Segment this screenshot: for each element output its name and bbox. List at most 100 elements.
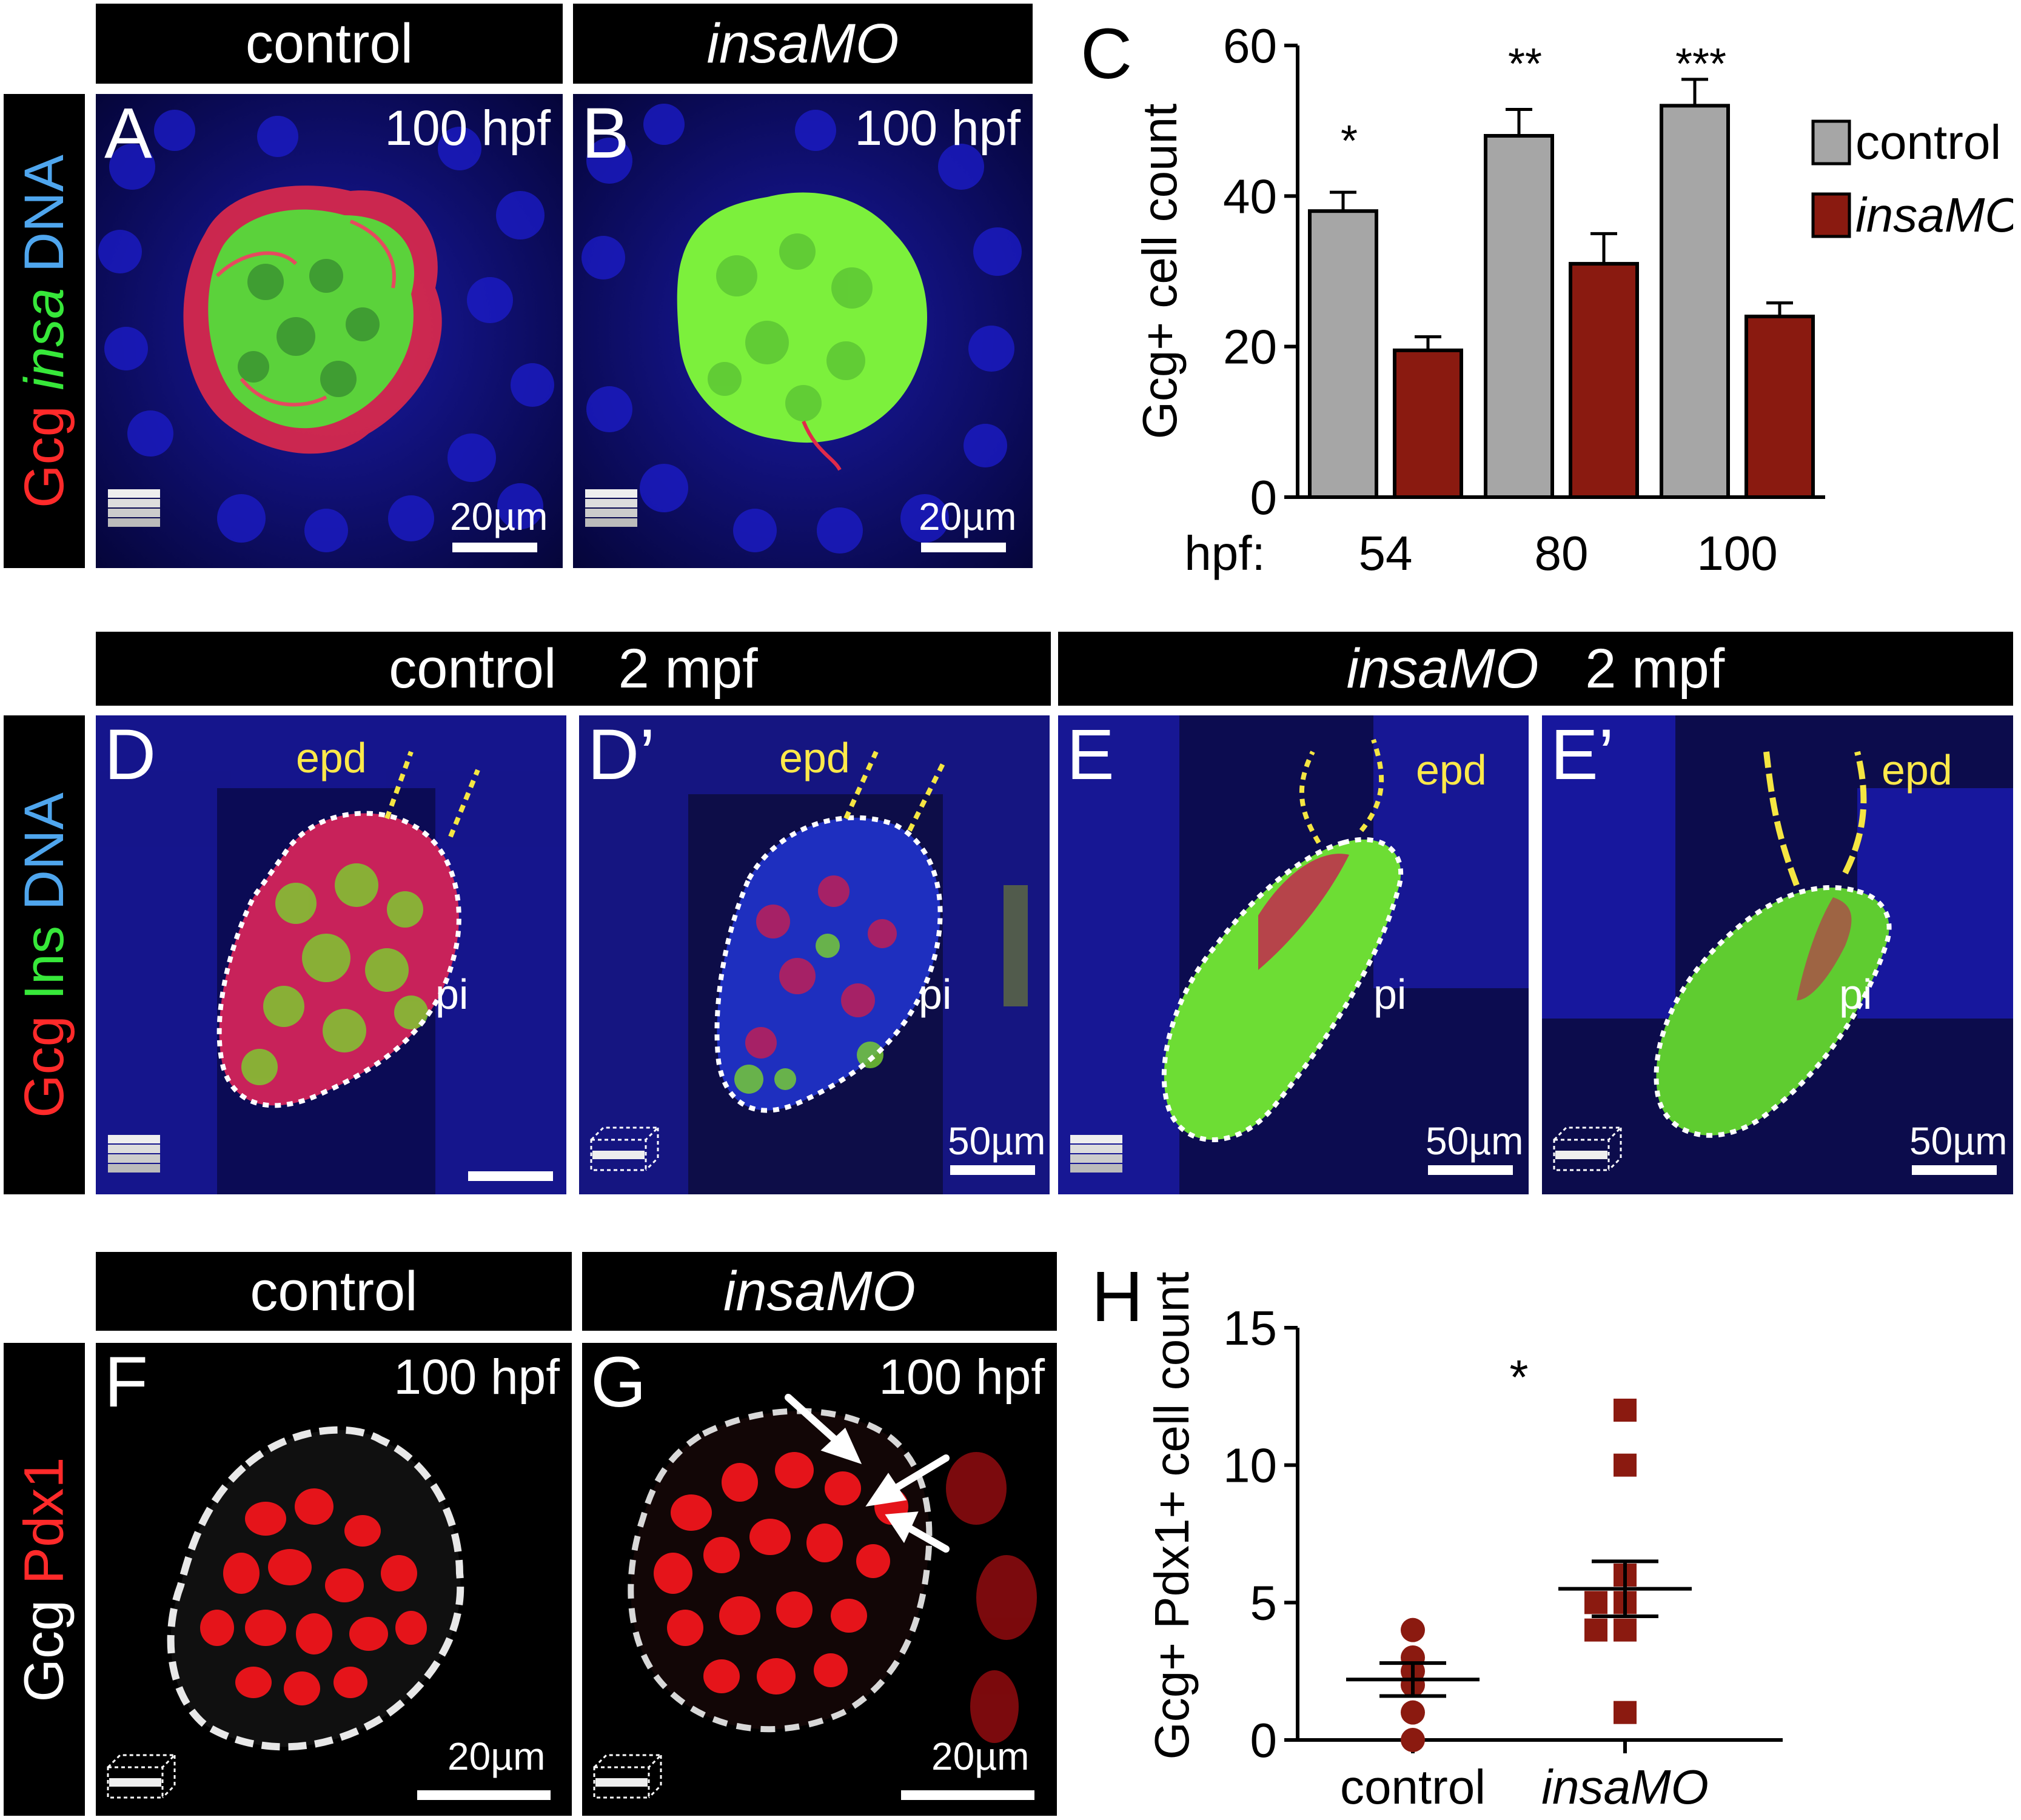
chart-h-ytick-label: 0 [1250,1713,1278,1767]
chart-c-bar-insaMO [1744,315,1815,499]
header-insamo-row2: insaMO 2 mpf [1058,632,2013,706]
chart-c-bar-insaMO [1393,348,1463,499]
chart-h-point-insamo [1614,1618,1637,1642]
panel-f: F 100 hpf 20µm [96,1343,572,1816]
panel-e-pi-label: pi [1373,971,1407,1018]
panel-e-prime-scale-bar [1912,1165,1997,1175]
chart-h-ytick-label: 5 [1250,1576,1278,1630]
chart-c-bar-control [1484,134,1554,499]
panel-b: B 100 hpf 20µm [573,94,1033,568]
side-label-row3: Gcg Pdx1 [4,1343,85,1816]
header-insamo-italic: insaMO [1346,637,1539,700]
panel-g-time: 100 hpf [879,1350,1045,1405]
chart-c-ylabel: Gcg+ cell count [1133,104,1187,440]
chart-c-x-prefix: hpf: [1184,526,1265,580]
panel-b-scale-label: 20µm [919,495,1017,538]
chart-h-ytick-label: 10 [1223,1439,1277,1493]
chart-h-xtick-label: control [1340,1760,1486,1814]
side-label-insa: insa [13,287,75,390]
panel-letter-b: B [581,94,629,173]
panel-d: D epd pi [96,715,566,1194]
panel-letter-a: A [104,94,152,173]
chart-c-xtick-label: 80 [1535,526,1589,580]
chart-h: 0 5 10 15 Gcg+ Pdx1+ cell count control insaMO… [1145,1272,1783,1814]
chart-c-bar-control [1660,104,1730,500]
panel-e-prime-pi-label: pi [1839,971,1872,1018]
panel-g-scale-bar [901,1790,1034,1800]
panel-d-pi-label: pi [435,971,469,1018]
panel-f-scale-label: 20µm [447,1735,546,1778]
panel-letter-d: D [104,715,156,795]
side-label-ins: Ins [13,925,75,1000]
chart-h-point-insamo [1584,1618,1607,1642]
chart-c-significance: * [1341,117,1358,166]
chart-c-xtick-label: 54 [1359,526,1413,580]
panel-e: E epd pi 50µm [1058,715,1529,1194]
panel-f-scale-bar [417,1790,551,1800]
chart-c-legend-label-insaMO: insaMO [1855,188,2013,242]
chart-c-legend-swatch-control [1811,119,1851,166]
side-label-gcg: Gcg [13,405,75,508]
chart-h-ylabel: Gcg+ Pdx1+ cell count [1145,1272,1199,1760]
panel-letter-c: C [1081,14,1133,94]
side-label-gcg-2: Gcg [13,1015,75,1118]
panel-e-prime-scale-label: 50µm [1909,1119,2008,1163]
header-insamo-row3: insaMO [582,1252,1057,1331]
chart-h-xtick-label: insaMO [1541,1760,1709,1814]
chart-h-point-insamo [1614,1453,1637,1477]
panel-b-scale-bar [921,543,1006,552]
chart-c: 0 20 40 60 Gcg+ cell count hpf: 54 * 80 ** 100 *** c… [1133,19,2013,580]
panel-g-scale-label: 20µm [931,1735,1030,1778]
chart-c-ytick-label: 0 [1250,470,1278,524]
chart-h-point-control [1401,1618,1425,1642]
panel-letter-e: E [1067,715,1114,795]
panel-f-time: 100 hpf [394,1350,560,1405]
chart-c-legend-label-control: control [1855,115,2001,169]
chart-h-significance: * [1509,1350,1528,1404]
panel-letter-e-prime: E’ [1550,715,1614,795]
side-label-pdx1: Pdx1 [13,1457,75,1584]
chart-h-ytick-label: 15 [1223,1301,1277,1355]
panel-e-scale-label: 50µm [1426,1119,1524,1163]
panel-a-scale-label: 20µm [450,495,548,538]
panel-g: G 100 hpf 20µm [582,1343,1057,1816]
panel-d-prime-scale-bar [950,1165,1035,1175]
chart-h-point-insamo [1614,1399,1637,1422]
chart-c-ytick-label: 60 [1223,19,1277,73]
panel-d-prime-pi-label: pi [919,971,952,1018]
panel-e-scale-bar [1428,1165,1513,1175]
panel-b-time: 100 hpf [854,101,1021,156]
header-control-row3: control [96,1252,572,1331]
panel-a-time: 100 hpf [384,101,551,156]
panel-e-prime-epd-label: epd [1882,746,1952,794]
chart-h-point-control [1401,1728,1425,1752]
panel-d-scale-bar [468,1171,553,1181]
panel-letter-g: G [591,1343,646,1422]
header-control-row1: control [96,4,563,84]
panel-d-prime: D’ epd pi 50µm [579,715,1050,1194]
chart-h-point-insamo [1584,1591,1607,1614]
side-label-row2: Gcg Ins DNA [4,715,85,1194]
side-label-dna: DNA [13,154,75,272]
panel-letter-f: F [104,1343,149,1422]
panel-a: A 100 hpf 20µm [96,94,563,568]
side-label-gcg-3: Gcg [13,1599,75,1702]
side-label-row1: Gcg insa DNA [4,94,85,568]
panel-e-epd-label: epd [1416,746,1487,794]
chart-c-significance: ** [1508,40,1542,89]
chart-c-bar-insaMO [1569,262,1639,499]
panel-letter-d-prime: D’ [588,715,655,795]
chart-c-significance: *** [1675,40,1726,89]
header-insamo-time: 2 mpf [1585,637,1725,700]
panel-d-epd-label: epd [296,734,367,781]
panel-d-prime-epd-label: epd [779,734,850,781]
chart-c-xtick-label: 100 [1697,526,1777,580]
chart-h-point-insamo [1614,1701,1637,1724]
panel-a-scale-bar [452,543,537,552]
panel-d-prime-scale-label: 50µm [948,1119,1046,1163]
chart-c-legend-swatch-insaMO [1811,192,1851,238]
chart-c-ytick-label: 20 [1223,320,1277,374]
panel-e-prime: E’ epd pi 50µm [1542,715,2013,1194]
chart-h-point-control [1401,1700,1425,1725]
